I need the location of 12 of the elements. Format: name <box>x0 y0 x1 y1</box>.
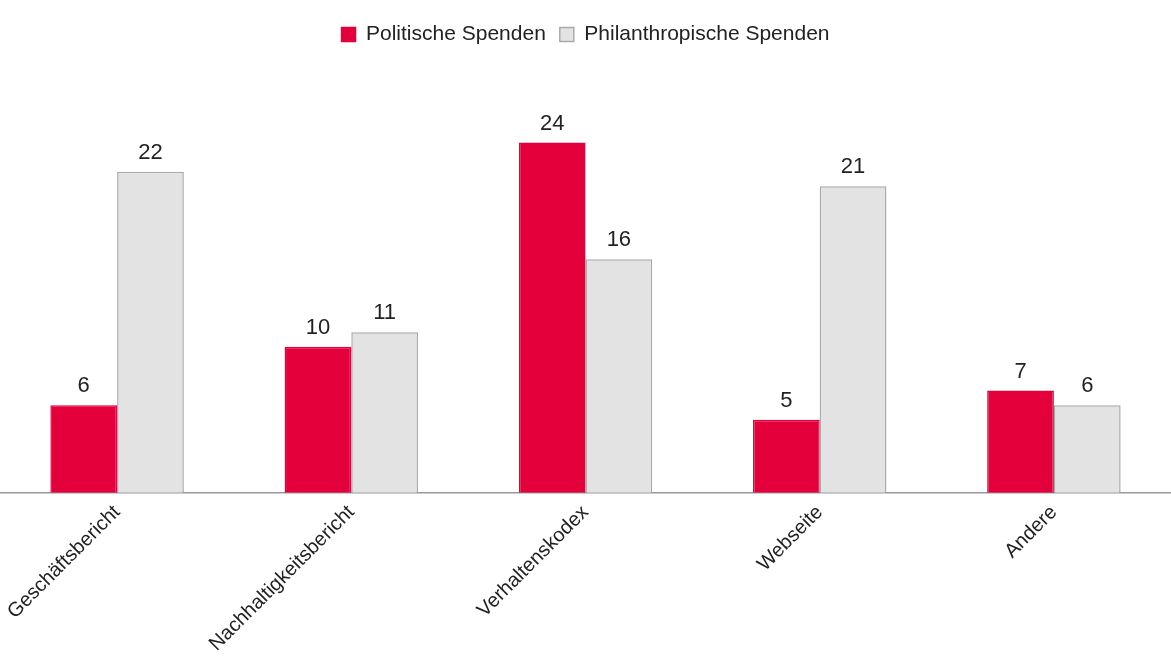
legend-label: Philanthropische Spenden <box>584 21 830 45</box>
data-label: 24 <box>539 109 565 135</box>
data-label: 11 <box>373 299 397 325</box>
data-label: 21 <box>840 153 866 179</box>
data-label: 6 <box>77 372 90 398</box>
legend-label: Politische Spenden <box>366 21 546 45</box>
data-label: 22 <box>138 138 163 164</box>
data-label: 6 <box>1081 372 1094 398</box>
data-label: 16 <box>606 226 632 252</box>
data-label: 7 <box>1014 357 1027 383</box>
data-label: 10 <box>305 313 331 339</box>
data-label: 5 <box>780 386 793 412</box>
